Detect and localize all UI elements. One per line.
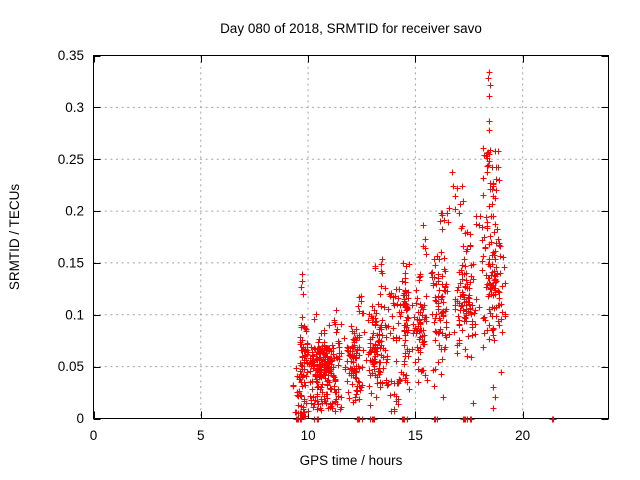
x-axis-label: GPS time / hours bbox=[300, 453, 403, 468]
data-point-markers bbox=[290, 69, 557, 423]
plot-border bbox=[93, 55, 609, 419]
x-tick-label: 15 bbox=[408, 428, 423, 443]
y-axis-label: SRMTID / TECUs bbox=[7, 184, 22, 291]
x-tick-label: 20 bbox=[515, 428, 530, 443]
tick-labels: 0 5 10 15 20 0 0.05 0.1 0.15 0.2 0.25 0.3 0.35 bbox=[58, 48, 530, 443]
x-tick-label: 5 bbox=[197, 428, 205, 443]
x-tick-label: 10 bbox=[301, 428, 316, 443]
scatter-points bbox=[290, 69, 557, 423]
y-tick-label: 0 bbox=[76, 411, 84, 426]
y-tick-label: 0.05 bbox=[58, 359, 84, 374]
y-tick-label: 0.35 bbox=[58, 48, 84, 63]
y-tick-label: 0.2 bbox=[65, 204, 84, 219]
chart-title: Day 080 of 2018, SRMTID for receiver sav… bbox=[220, 21, 482, 36]
x-tick-label: 0 bbox=[90, 428, 98, 443]
y-tick-label: 0.25 bbox=[58, 152, 84, 167]
y-tick-label: 0.15 bbox=[58, 256, 84, 271]
y-tick-label: 0.3 bbox=[65, 100, 84, 115]
y-tick-label: 0.1 bbox=[65, 307, 84, 322]
plot-border-and-ticks bbox=[93, 55, 609, 420]
